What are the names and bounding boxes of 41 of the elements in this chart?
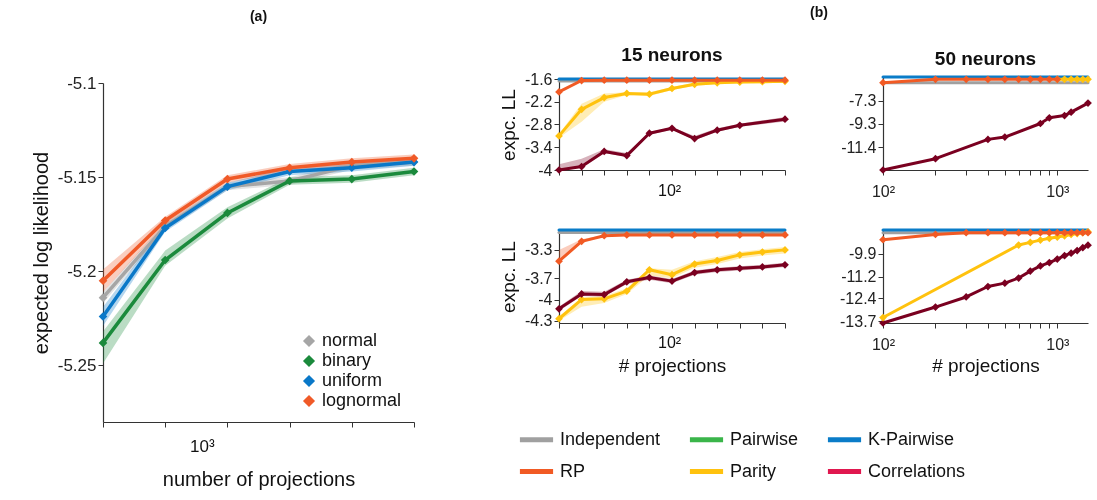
y-tick-label: -9.3 xyxy=(848,115,877,132)
legend-label: Parity xyxy=(730,460,777,481)
y-tick-label: -4 xyxy=(538,161,553,179)
y-axis-title: expected log likelihood xyxy=(29,151,52,355)
legend-label: RP xyxy=(560,460,586,481)
legend-label: lognormal xyxy=(322,390,402,410)
y-axis-title: expc. LL xyxy=(497,89,519,161)
legend-label: Independent xyxy=(560,428,661,449)
legend-label: binary xyxy=(322,350,372,370)
text: 10³ xyxy=(190,437,215,457)
y-tick-label: -13.7 xyxy=(840,312,877,330)
y-tick-label: -11.2 xyxy=(841,268,877,286)
y-tick-label: -2.2 xyxy=(524,93,553,111)
y-tick-label: -2.8 xyxy=(524,116,553,133)
chart-title: (a) xyxy=(249,8,268,24)
chart-title: 50 neurons xyxy=(934,48,1037,70)
text: (b) xyxy=(810,4,828,20)
legend-label: Correlations xyxy=(868,460,966,481)
y-tick-label: -11.4 xyxy=(841,138,877,156)
y-tick-label: -9.9 xyxy=(848,245,877,263)
legend-label: normal xyxy=(322,330,378,350)
y-tick-label: -5.1 xyxy=(67,73,97,93)
y-tick-label: -3.4 xyxy=(524,138,553,156)
y-tick-label: -5.25 xyxy=(57,356,97,375)
y-tick-label: -7.3 xyxy=(848,92,877,110)
y-tick-label: -4.3 xyxy=(524,312,553,330)
y-tick-label: -3.3 xyxy=(524,241,553,259)
legend-label: Pairwise xyxy=(730,428,799,449)
y-tick-label: -12.4 xyxy=(840,289,877,307)
legend-label: K-Pairwise xyxy=(868,428,955,449)
legend-label: uniform xyxy=(322,370,383,390)
y-tick-label: -4 xyxy=(538,291,553,309)
y-axis-title: expc. LL xyxy=(497,241,519,313)
y-tick-label: -1.6 xyxy=(524,70,553,88)
x-axis-title: # projections xyxy=(932,354,1040,376)
y-tick-label: -3.7 xyxy=(524,269,553,287)
y-tick-label: -5.2 xyxy=(67,261,97,281)
chart-title: 15 neurons xyxy=(621,44,723,65)
x-axis-title: number of projections xyxy=(162,467,356,490)
y-tick-label: -5.15 xyxy=(57,167,97,187)
x-axis-title: # projections xyxy=(618,354,727,376)
